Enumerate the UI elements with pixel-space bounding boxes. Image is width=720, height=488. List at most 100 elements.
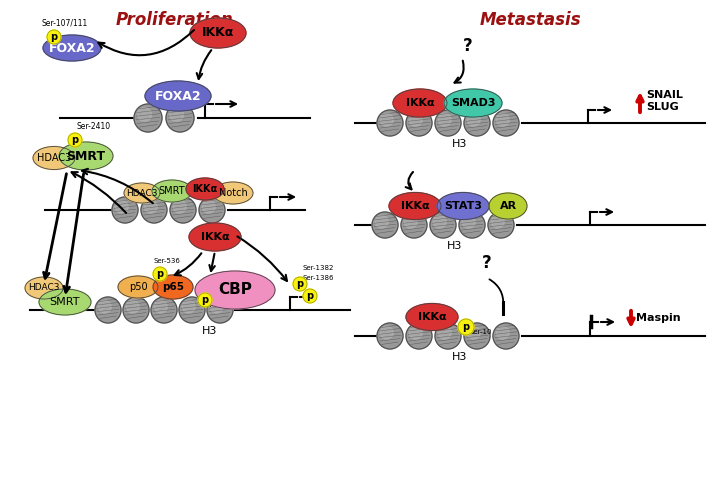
Text: SMRT: SMRT: [50, 297, 80, 307]
Circle shape: [467, 113, 480, 126]
Text: p65: p65: [162, 282, 184, 292]
Circle shape: [493, 323, 519, 349]
Circle shape: [491, 215, 504, 228]
Text: p50: p50: [129, 282, 148, 292]
Text: IKKα: IKKα: [405, 98, 434, 108]
Ellipse shape: [213, 182, 253, 204]
Text: p: p: [462, 322, 469, 332]
Circle shape: [303, 289, 317, 303]
Text: IKKα: IKKα: [418, 312, 446, 322]
Circle shape: [377, 110, 403, 136]
Ellipse shape: [152, 180, 192, 202]
Circle shape: [166, 104, 194, 132]
Circle shape: [123, 297, 149, 323]
Ellipse shape: [33, 146, 75, 169]
Circle shape: [115, 200, 128, 213]
Circle shape: [210, 300, 223, 313]
Ellipse shape: [393, 89, 447, 117]
Circle shape: [404, 215, 418, 228]
Ellipse shape: [124, 183, 160, 203]
Text: p: p: [307, 291, 314, 301]
Text: p: p: [297, 279, 304, 289]
Circle shape: [462, 215, 475, 228]
Circle shape: [154, 300, 167, 313]
Circle shape: [199, 197, 225, 223]
Text: IKKα: IKKα: [192, 184, 217, 194]
Circle shape: [47, 30, 61, 44]
Text: CBP: CBP: [218, 283, 252, 298]
Ellipse shape: [186, 178, 224, 200]
Circle shape: [406, 110, 432, 136]
Circle shape: [98, 300, 112, 313]
Text: STAT3: STAT3: [444, 201, 482, 211]
Circle shape: [174, 200, 186, 213]
Circle shape: [134, 104, 162, 132]
Circle shape: [488, 212, 514, 238]
Text: p: p: [202, 295, 209, 305]
Circle shape: [151, 297, 177, 323]
Circle shape: [153, 267, 167, 281]
Ellipse shape: [190, 18, 246, 48]
Circle shape: [493, 110, 519, 136]
Text: Notch: Notch: [219, 188, 248, 198]
Text: HDAC3: HDAC3: [37, 153, 71, 163]
Ellipse shape: [118, 276, 158, 298]
Circle shape: [438, 326, 451, 339]
Circle shape: [207, 297, 233, 323]
Circle shape: [182, 300, 195, 313]
Circle shape: [95, 297, 121, 323]
Circle shape: [406, 323, 432, 349]
Ellipse shape: [489, 193, 527, 219]
Ellipse shape: [437, 192, 489, 220]
Circle shape: [467, 326, 480, 339]
Circle shape: [409, 326, 422, 339]
Circle shape: [170, 197, 196, 223]
Text: SMRT: SMRT: [66, 149, 106, 163]
Text: IKKα: IKKα: [401, 201, 429, 211]
Circle shape: [141, 197, 167, 223]
Circle shape: [293, 277, 307, 291]
Circle shape: [435, 323, 461, 349]
Circle shape: [458, 319, 474, 335]
Circle shape: [198, 293, 212, 307]
Text: ?: ?: [482, 254, 492, 272]
Text: IKKα: IKKα: [201, 232, 229, 242]
Text: Metastasis: Metastasis: [480, 11, 581, 29]
Text: Proliferation: Proliferation: [116, 11, 234, 29]
Circle shape: [380, 326, 393, 339]
Ellipse shape: [195, 271, 275, 309]
Text: H3: H3: [447, 241, 463, 251]
Text: Ser-107/111: Ser-107/111: [42, 18, 88, 27]
Text: ?: ?: [463, 37, 473, 55]
Text: p: p: [71, 135, 78, 145]
Circle shape: [375, 215, 388, 228]
Circle shape: [430, 212, 456, 238]
Text: IKKα: IKKα: [202, 26, 234, 40]
Circle shape: [435, 110, 461, 136]
Circle shape: [179, 297, 205, 323]
Ellipse shape: [189, 223, 241, 251]
Circle shape: [68, 133, 82, 147]
Circle shape: [202, 200, 215, 213]
Text: p: p: [50, 32, 58, 42]
Circle shape: [464, 323, 490, 349]
Text: Maspin: Maspin: [636, 313, 680, 323]
Text: HDAC3: HDAC3: [28, 284, 60, 292]
Text: H3: H3: [202, 326, 217, 336]
Circle shape: [496, 113, 509, 126]
Circle shape: [459, 212, 485, 238]
Text: H3: H3: [452, 139, 468, 149]
Ellipse shape: [153, 275, 193, 299]
Ellipse shape: [406, 304, 458, 330]
Circle shape: [433, 215, 446, 228]
Circle shape: [438, 113, 451, 126]
Ellipse shape: [389, 192, 441, 220]
Text: HDAC3: HDAC3: [126, 188, 158, 198]
Text: Ser-536: Ser-536: [153, 258, 181, 264]
Text: p: p: [156, 269, 163, 279]
Ellipse shape: [145, 81, 211, 111]
Ellipse shape: [59, 142, 113, 170]
Circle shape: [144, 200, 157, 213]
Text: SMRT: SMRT: [158, 186, 185, 196]
Ellipse shape: [444, 89, 502, 117]
